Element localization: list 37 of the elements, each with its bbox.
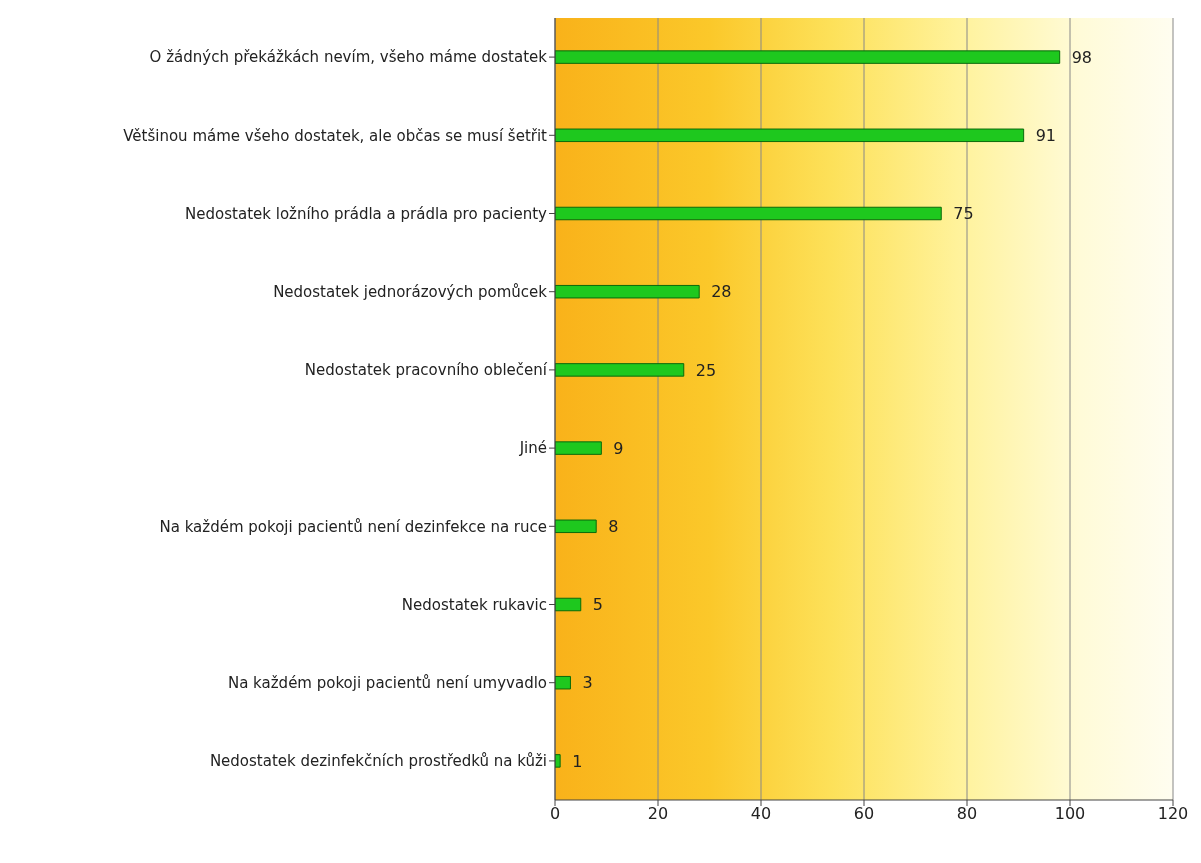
y-tick-label: O žádných překážkách nevím, všeho máme dostatek (149, 48, 548, 67)
data-label: 98 (1071, 47, 1093, 67)
bar (555, 50, 1061, 64)
y-tick-label: Nedostatek rukavic (401, 595, 547, 614)
y-tick-label: Na každém pokoji pacientů není umyvadlo (227, 674, 547, 693)
y-tick-label: Na každém pokoji pacientů není dezinfekce na ruce (159, 517, 547, 536)
bar (555, 441, 602, 455)
x-tick-label: 0 (549, 804, 561, 824)
bar (555, 754, 561, 768)
data-label: 91 (1035, 125, 1057, 145)
x-tick-label: 20 (647, 804, 669, 824)
bar (555, 128, 1025, 143)
x-tick-label: 60 (853, 804, 875, 824)
data-label: 25 (695, 360, 717, 380)
bar (555, 597, 582, 612)
data-label: 8 (608, 516, 619, 536)
data-label: 75 (953, 204, 974, 224)
data-label: 28 (711, 282, 732, 302)
bar (555, 284, 700, 299)
y-tick-label: Nedostatek jednorázových pomůcek (273, 283, 548, 302)
y-tick-label: Nedostatek dezinfekčních prostředků na kůži (209, 752, 547, 771)
y-tick-label: Nedostatek pracovního oblečení (304, 361, 548, 380)
x-tick-label: 40 (750, 804, 772, 824)
bar (555, 675, 571, 690)
bar (555, 519, 597, 534)
y-tick-label: Nedostatek ložního prádla a prádla pro pacienty (185, 204, 548, 223)
data-label: 9 (613, 438, 624, 458)
bar (555, 363, 685, 377)
x-tick-label: 100 (1054, 804, 1086, 824)
bar (555, 206, 942, 221)
y-tick-label: Jiné (518, 439, 547, 458)
data-label: 3 (582, 673, 593, 693)
data-label: 1 (572, 751, 583, 771)
x-tick-label: 80 (956, 804, 978, 824)
y-tick-label: Většinou máme všeho dostatek, ale občas se musí šetřit (123, 126, 548, 145)
x-tick-label: 120 (1157, 804, 1189, 824)
data-label: 5 (592, 595, 603, 615)
